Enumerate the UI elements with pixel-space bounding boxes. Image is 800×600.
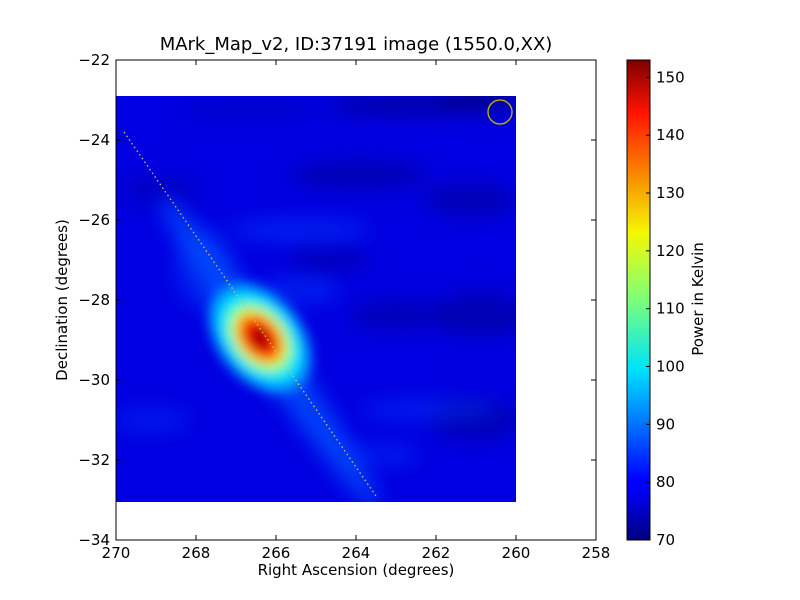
colorbar-tick-label: 100 xyxy=(656,358,685,376)
galactic-plane-line xyxy=(123,131,377,497)
x-axis-label: Right Ascension (degrees) xyxy=(257,561,455,579)
x-tick-label: 262 xyxy=(422,544,451,562)
x-tick-label: 260 xyxy=(502,544,531,562)
colorbar-tick-label: 140 xyxy=(656,126,685,144)
y-tick-label: −24 xyxy=(78,131,110,149)
heatmap-image xyxy=(116,96,516,502)
chart-title: MArk_Map_v2, ID:37191 image (1550.0,XX) xyxy=(159,34,553,55)
y-tick-label: −30 xyxy=(78,371,110,389)
y-axis-label: Declination (degrees) xyxy=(53,219,71,381)
heatmap-dark-regions xyxy=(120,96,516,440)
x-tick-label: 258 xyxy=(582,544,611,562)
heatmap-peak xyxy=(208,283,312,393)
colorbar-tick-label: 90 xyxy=(656,415,675,433)
colorbar-tick-label: 70 xyxy=(656,531,675,549)
colorbar-tick-label: 130 xyxy=(656,184,685,202)
x-tick-label: 266 xyxy=(262,544,291,562)
y-tick-label: −34 xyxy=(78,531,110,549)
colorbar xyxy=(626,59,651,541)
colorbar-tick-label: 80 xyxy=(656,473,675,491)
y-tick-label: −26 xyxy=(78,211,110,229)
y-tick-label: −28 xyxy=(78,291,110,309)
colorbar-tick-label: 120 xyxy=(656,242,685,260)
x-tick-label: 264 xyxy=(342,544,371,562)
colorbar-label: Power in Kelvin xyxy=(689,242,707,356)
colorbar-tick-label: 150 xyxy=(656,68,685,86)
y-tick-label: −22 xyxy=(78,51,110,69)
y-axis-ticks: −22 −24 −26 −28 −30 −32 −34 xyxy=(78,51,596,549)
x-tick-label: 270 xyxy=(102,544,131,562)
y-tick-label: −32 xyxy=(78,451,110,469)
colorbar-tick-label: 110 xyxy=(656,300,685,318)
x-axis-ticks: 270 268 266 264 262 260 258 xyxy=(102,60,611,562)
x-tick-label: 268 xyxy=(182,544,211,562)
colorbar-ticks: 70 80 90 100 110 120 130 140 150 xyxy=(646,68,685,549)
beam-circle xyxy=(487,99,513,125)
